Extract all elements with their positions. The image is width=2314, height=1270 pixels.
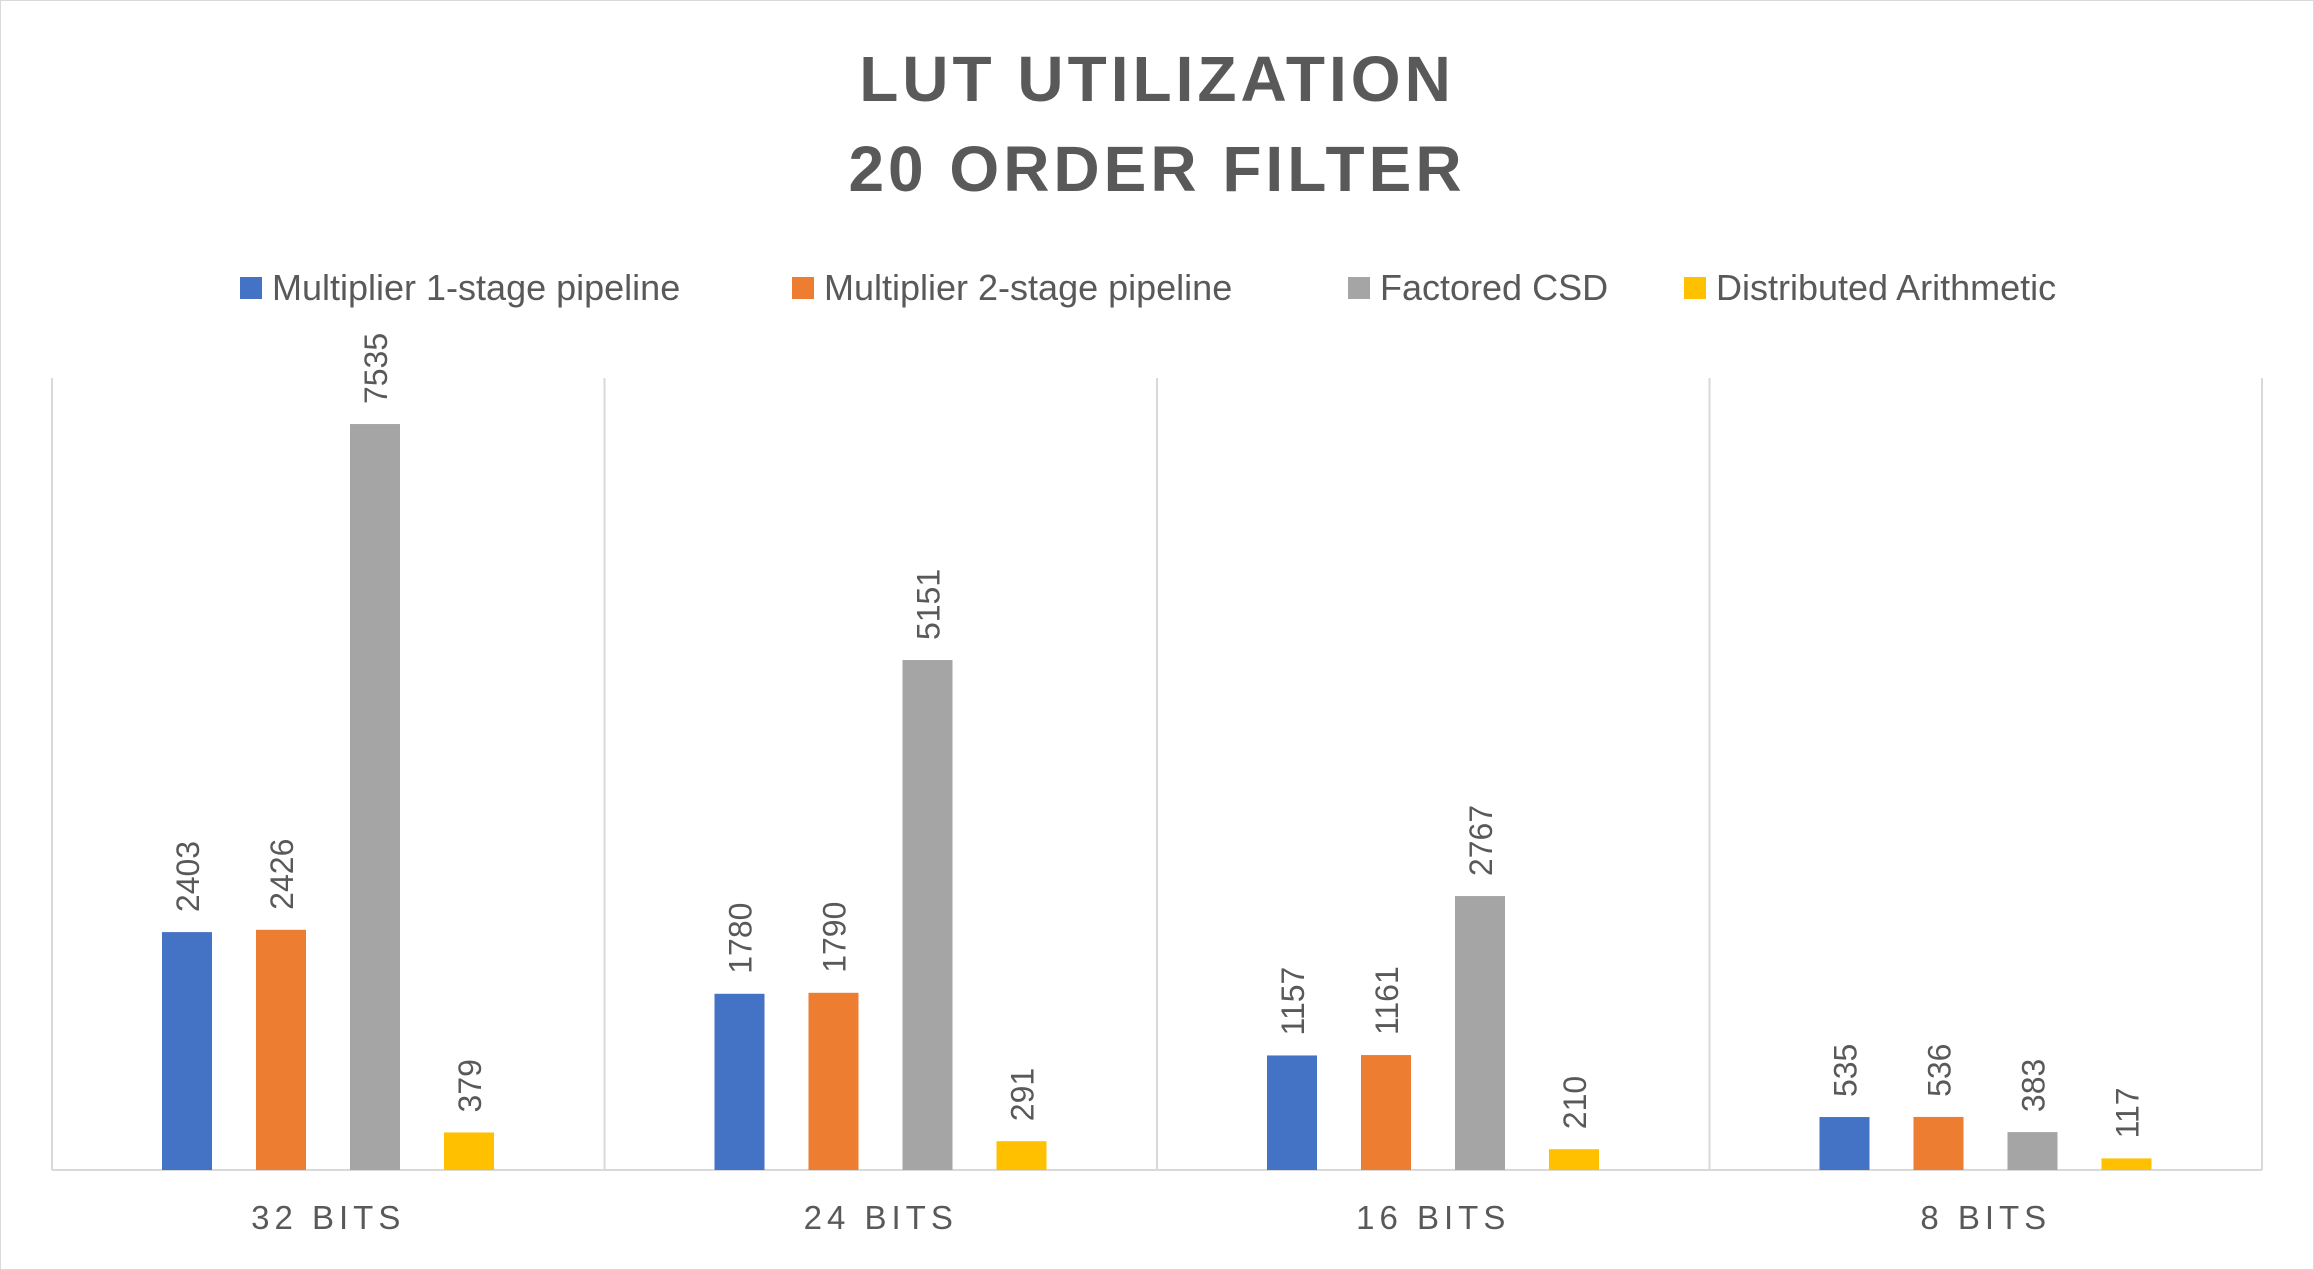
data-label-3-4: 383	[2016, 1059, 2052, 1112]
data-label-1-1: 2403	[170, 841, 206, 912]
data-label-4-1: 379	[452, 1059, 488, 1112]
bar-1-2	[714, 993, 765, 1170]
data-label-2-4: 536	[1922, 1044, 1958, 1097]
data-label-2-2: 1790	[817, 902, 853, 973]
legend-item-series-4: Distributed Arithmetic	[1684, 262, 2056, 314]
legend-label-series-3: Factored CSD	[1380, 267, 1609, 308]
legend-item-series-1: Multiplier 1-stage pipeline	[240, 262, 680, 314]
legend-item-series-3: Factored CSD	[1348, 262, 1608, 314]
legend-label-series-4: Distributed Arithmetic	[1716, 267, 2057, 308]
legend-item-series-2: Multiplier 2-stage pipeline	[792, 262, 1232, 314]
data-label-3-3: 2767	[1463, 805, 1499, 876]
legend-swatch-series-2	[792, 277, 814, 299]
data-label-4-4: 117	[2110, 1087, 2146, 1138]
data-label-2-1: 2426	[264, 839, 300, 910]
x-tick-label-4: 8 BITS	[1920, 1199, 2051, 1236]
bar-3-2	[902, 660, 953, 1170]
legend-swatch-series-1	[240, 277, 262, 299]
chart-title: LUT UTILIZATION	[859, 43, 1455, 115]
bar-4-2	[996, 1141, 1047, 1170]
chart-legend: Multiplier 1-stage pipeline Multiplier 2…	[0, 262, 2314, 314]
bar-1-1	[162, 932, 212, 1170]
bar-1-4	[1819, 1117, 1870, 1170]
legend-label-series-2: Multiplier 2-stage pipeline	[824, 267, 1233, 308]
bar-4-4	[2101, 1158, 2152, 1170]
data-label-3-2: 5151	[911, 569, 947, 640]
bar-2-2	[808, 992, 859, 1170]
data-label-1-3: 1157	[1275, 967, 1311, 1036]
data-label-1-4: 535	[1828, 1044, 1864, 1097]
x-tick-label-1: 32 BITS	[251, 1199, 405, 1236]
bar-2-1	[256, 929, 306, 1170]
bar-4-3	[1549, 1149, 1599, 1170]
data-label-3-1: 7535	[358, 333, 394, 404]
x-tick-label-3: 16 BITS	[1356, 1199, 1510, 1236]
bar-4-1	[444, 1132, 494, 1170]
legend-swatch-series-3	[1348, 277, 1370, 299]
bar-3-3	[1455, 896, 1505, 1170]
chart-subtitle: 20 ORDER FILTER	[848, 133, 1466, 205]
x-tick-label-2: 24 BITS	[804, 1199, 958, 1236]
data-label-4-3: 210	[1557, 1076, 1593, 1129]
legend-label-series-1: Multiplier 1-stage pipeline	[272, 267, 681, 308]
bar-3-1	[350, 424, 400, 1170]
legend-swatch-series-4	[1684, 277, 1706, 299]
bar-1-3	[1267, 1055, 1317, 1170]
bar-3-4	[2007, 1132, 2058, 1170]
data-label-4-2: 291	[1005, 1068, 1041, 1121]
data-label-1-2: 1780	[723, 903, 759, 974]
bar-2-3	[1361, 1055, 1411, 1170]
data-label-2-3: 1161	[1369, 966, 1405, 1035]
bar-2-4	[1913, 1116, 1964, 1170]
